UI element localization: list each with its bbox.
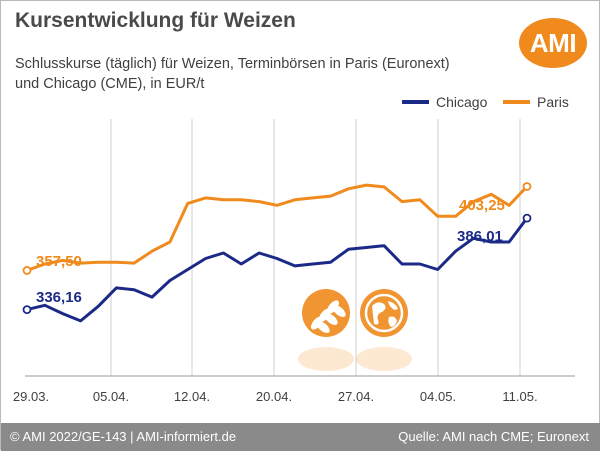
footer-copyright: © AMI 2022/GE-143 | AMI-informiert.de: [10, 429, 237, 444]
chart-subtitle-line-1: Schlusskurse (täglich) für Weizen, Termi…: [15, 56, 450, 72]
data-point-paris-end: [522, 182, 532, 191]
data-label-chicago-start: 336,16: [36, 289, 82, 306]
data-point-chicago-start: [22, 305, 32, 315]
data-label-chicago-end: 386,01: [457, 228, 503, 245]
series-line-chicago: [26, 217, 529, 323]
wheat-icon: [298, 289, 354, 371]
chart-subtitle-line-2: und Chicago (CME), in EUR/t: [15, 76, 205, 92]
series-paris: [22, 182, 532, 275]
ami-logo: AMI: [519, 18, 587, 68]
series-chicago: [22, 213, 532, 323]
footer-source: Quelle: AMI nach CME; Euronext: [398, 429, 589, 444]
chart-grid: [110, 119, 521, 376]
x-tick-label: 27.04.: [338, 389, 374, 404]
x-tick-label: 11.05.: [502, 389, 537, 404]
footer-bar: © AMI 2022/GE-143 | AMI-informiert.de Qu…: [1, 423, 600, 451]
data-point-chicago-end: [522, 213, 532, 223]
legend-paris-label: Paris: [537, 94, 569, 110]
legend: Chicago Paris: [402, 94, 569, 110]
data-point-paris-start: [22, 266, 32, 275]
data-label-paris-end: 403,25: [459, 197, 505, 214]
series-line-paris: [26, 183, 529, 272]
x-tick-label: 20.04.: [256, 389, 292, 404]
x-tick-label: 12.04.: [174, 389, 210, 404]
legend-chicago-label: Chicago: [436, 94, 488, 110]
globe-icon: [356, 289, 412, 371]
x-tick-label: 04.05.: [420, 389, 456, 404]
x-tick-label: 29.03.: [13, 389, 49, 404]
data-label-paris-start: 357,50: [36, 253, 82, 270]
x-tick-label: 05.04.: [93, 389, 129, 404]
x-axis-ticks: 29.03. 05.04. 12.04. 20.04. 27.04. 04.05. 11.0…: [13, 389, 538, 404]
chart-title: Kursentwicklung für Weizen: [15, 9, 296, 32]
